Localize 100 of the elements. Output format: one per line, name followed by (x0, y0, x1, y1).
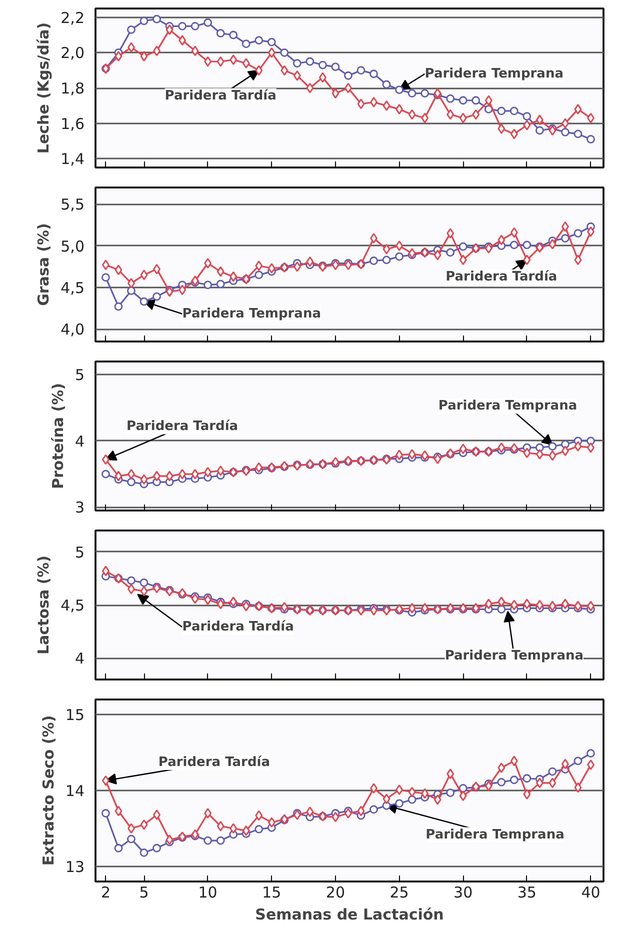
point (574, 130, 582, 138)
y-tick-label: 4 (74, 650, 85, 668)
point (216, 836, 225, 845)
y-tick-label: 3 (74, 498, 85, 517)
point (344, 71, 352, 80)
point (497, 605, 506, 614)
point (548, 600, 556, 612)
point (484, 598, 492, 610)
point (382, 244, 390, 254)
point (420, 89, 430, 98)
y-axis-title: Extracto Seco (%) (39, 715, 58, 866)
point (459, 112, 467, 124)
point (523, 789, 531, 800)
point (382, 794, 390, 804)
y-tick-label: 5 (74, 543, 85, 562)
annotation: Paridera Tardía (182, 620, 294, 635)
point (166, 470, 174, 482)
point (293, 261, 301, 272)
x-tick-label: 35 (517, 884, 536, 902)
point (140, 578, 148, 587)
point (255, 65, 263, 76)
point (127, 576, 136, 585)
point (306, 806, 314, 817)
point (523, 448, 531, 458)
point (434, 88, 442, 98)
point (114, 264, 122, 276)
point (268, 47, 276, 58)
point (408, 109, 416, 120)
point (523, 598, 531, 610)
point (561, 234, 570, 242)
point (204, 466, 212, 478)
point (484, 243, 492, 254)
point (114, 844, 123, 852)
point (421, 602, 429, 614)
point (586, 749, 595, 758)
point (382, 100, 390, 111)
point (140, 819, 148, 830)
point (114, 51, 122, 62)
annotation: Paridera Temprana (438, 398, 578, 414)
y-tick-label: 1,6 (60, 114, 85, 133)
point (140, 270, 148, 280)
point (574, 782, 582, 793)
point (510, 128, 518, 140)
point (152, 844, 161, 852)
point (548, 778, 556, 788)
point (498, 442, 506, 453)
annotation: Paridera Temprana (182, 306, 321, 322)
point (332, 260, 340, 270)
point (268, 263, 276, 274)
point (586, 135, 595, 144)
point (114, 806, 122, 816)
point (140, 474, 148, 485)
point (152, 292, 161, 301)
point (370, 805, 378, 814)
point (357, 806, 365, 816)
point (357, 98, 365, 110)
point (446, 109, 454, 120)
point (574, 441, 582, 452)
point (523, 254, 531, 266)
point (191, 468, 199, 480)
point (434, 454, 442, 464)
point (510, 227, 518, 238)
point (306, 256, 314, 267)
point (204, 836, 212, 845)
point (446, 768, 454, 780)
point (498, 596, 506, 608)
point (242, 58, 250, 68)
point (204, 594, 212, 605)
y-tick-label: 4,5 (60, 278, 85, 297)
point (548, 450, 556, 461)
annotation: Paridera Tardía (126, 419, 238, 434)
point (484, 780, 492, 792)
point (497, 106, 506, 116)
point (536, 114, 544, 125)
point (446, 94, 455, 103)
x-tick-label: 20 (326, 884, 346, 902)
annotation: Paridera Tardía (158, 754, 270, 770)
point (472, 602, 480, 614)
point (318, 60, 327, 70)
point (127, 26, 136, 34)
point (230, 271, 238, 282)
point (140, 297, 148, 306)
y-axis-title: Proteína (%) (48, 383, 67, 489)
point (166, 834, 174, 845)
point (370, 233, 378, 244)
point (484, 95, 492, 106)
point (152, 14, 161, 24)
point (128, 278, 135, 288)
point (510, 240, 518, 250)
point (408, 449, 416, 460)
x-tick-label: 15 (262, 884, 282, 902)
point (446, 602, 454, 614)
point (204, 56, 212, 67)
y-axis-title: Lactosa (%) (34, 555, 53, 655)
point (216, 466, 224, 476)
point (242, 40, 250, 48)
point (216, 598, 224, 610)
point (484, 105, 493, 114)
point (459, 602, 467, 614)
point (204, 258, 212, 268)
